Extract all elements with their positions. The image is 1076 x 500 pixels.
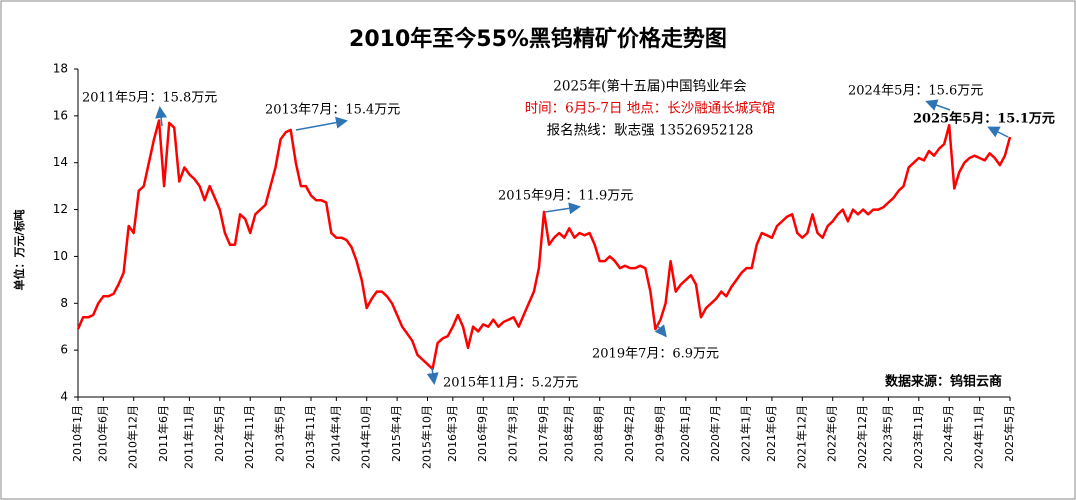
annotation: 2024年5月：15.6万元 [848, 84, 983, 99]
y-tick-label: 4 [60, 390, 68, 404]
x-tick-label: 2019年2月 [622, 405, 636, 462]
y-tick-label: 14 [53, 155, 68, 169]
annotation-arrow [925, 99, 951, 111]
x-tick-label: 2011年6月 [156, 405, 170, 462]
x-tick-label: 2016年9月 [475, 405, 489, 462]
x-tick-label: 2011年11月 [181, 405, 195, 469]
y-tick-label: 18 [53, 62, 68, 76]
x-tick-label: 2021年6月 [764, 405, 778, 462]
info-line: 报名热线：耿志强 13526952128 [547, 123, 754, 139]
x-tick-label: 2018年2月 [561, 405, 575, 462]
x-tick-label: 2020年1月 [678, 405, 692, 462]
x-tick-label: 2012年11月 [242, 405, 256, 469]
annotation-arrow [654, 324, 667, 338]
annotation: 2025年5月：15.1万元 [913, 111, 1055, 127]
y-tick-label: 6 [60, 343, 68, 357]
x-tick-label: 2025年5月 [1002, 405, 1016, 462]
info-line: 2025年(第十五届)中国钨业年会 [553, 78, 746, 95]
annotation-arrow [295, 116, 348, 131]
annotation: 2015年9月：11.9万元 [498, 189, 633, 204]
source: 数据来源：钨钼云商 [885, 374, 1002, 390]
x-tick-label: 2015年10月 [420, 405, 434, 469]
x-tick-label: 2014年10月 [359, 405, 373, 469]
x-tick-label: 2023年11月 [911, 405, 925, 469]
x-tick-label: 2013年11月 [303, 405, 317, 469]
x-tick-label: 2010年1月 [70, 405, 84, 462]
x-tick-label: 2020年7月 [708, 405, 722, 462]
annotation: 2011年5月：15.8万元 [82, 91, 217, 106]
annotation-arrow [544, 202, 581, 215]
x-tick-label: 2021年12月 [794, 405, 808, 469]
annotation-arrow [987, 126, 1009, 138]
x-tick-label: 2010年6月 [95, 405, 109, 462]
x-tick-label: 2022年6月 [825, 405, 839, 462]
price-line [76, 119, 1012, 371]
annotation: 2015年11月：5.2万元 [443, 376, 578, 391]
annotation-arrow [426, 367, 439, 385]
x-tick-label: 2019年8月 [653, 405, 667, 462]
x-tick-label: 2018年8月 [592, 405, 606, 462]
y-tick-label: 12 [53, 202, 68, 216]
x-tick-label: 2013年5月 [273, 405, 287, 462]
annotation: 2019年7月：6.9万元 [592, 347, 719, 362]
annotation: 2013年7月：15.4万元 [265, 103, 400, 118]
y-tick-label: 8 [60, 296, 68, 310]
x-tick-label: 2014年4月 [328, 405, 342, 462]
annotation-arrow [155, 106, 168, 127]
x-tick-label: 2012年5月 [212, 405, 226, 462]
x-tick-label: 2022年12月 [855, 405, 869, 469]
info-line: 时间：6月5-7日 地点：长沙融通长城宾馆 [525, 101, 776, 117]
y-axis-label: 单位：万元/标吨 [12, 209, 26, 290]
x-tick-label: 2023年5月 [880, 405, 894, 462]
y-tick-label: 16 [53, 108, 68, 122]
x-tick-label: 2024年5月 [941, 405, 955, 462]
y-tick-label: 10 [53, 249, 68, 263]
x-tick-label: 2021年1月 [739, 405, 753, 462]
x-tick-label: 2017年9月 [536, 405, 550, 462]
x-tick-label: 2010年12月 [126, 405, 140, 469]
x-tick-label: 2015年4月 [389, 405, 403, 462]
x-tick-label: 2016年3月 [445, 405, 459, 462]
x-tick-label: 2024年11月 [972, 405, 986, 469]
x-tick-label: 2017年3月 [506, 405, 520, 462]
chart-title: 2010年至今55%黑钨精矿价格走势图 [349, 26, 727, 52]
